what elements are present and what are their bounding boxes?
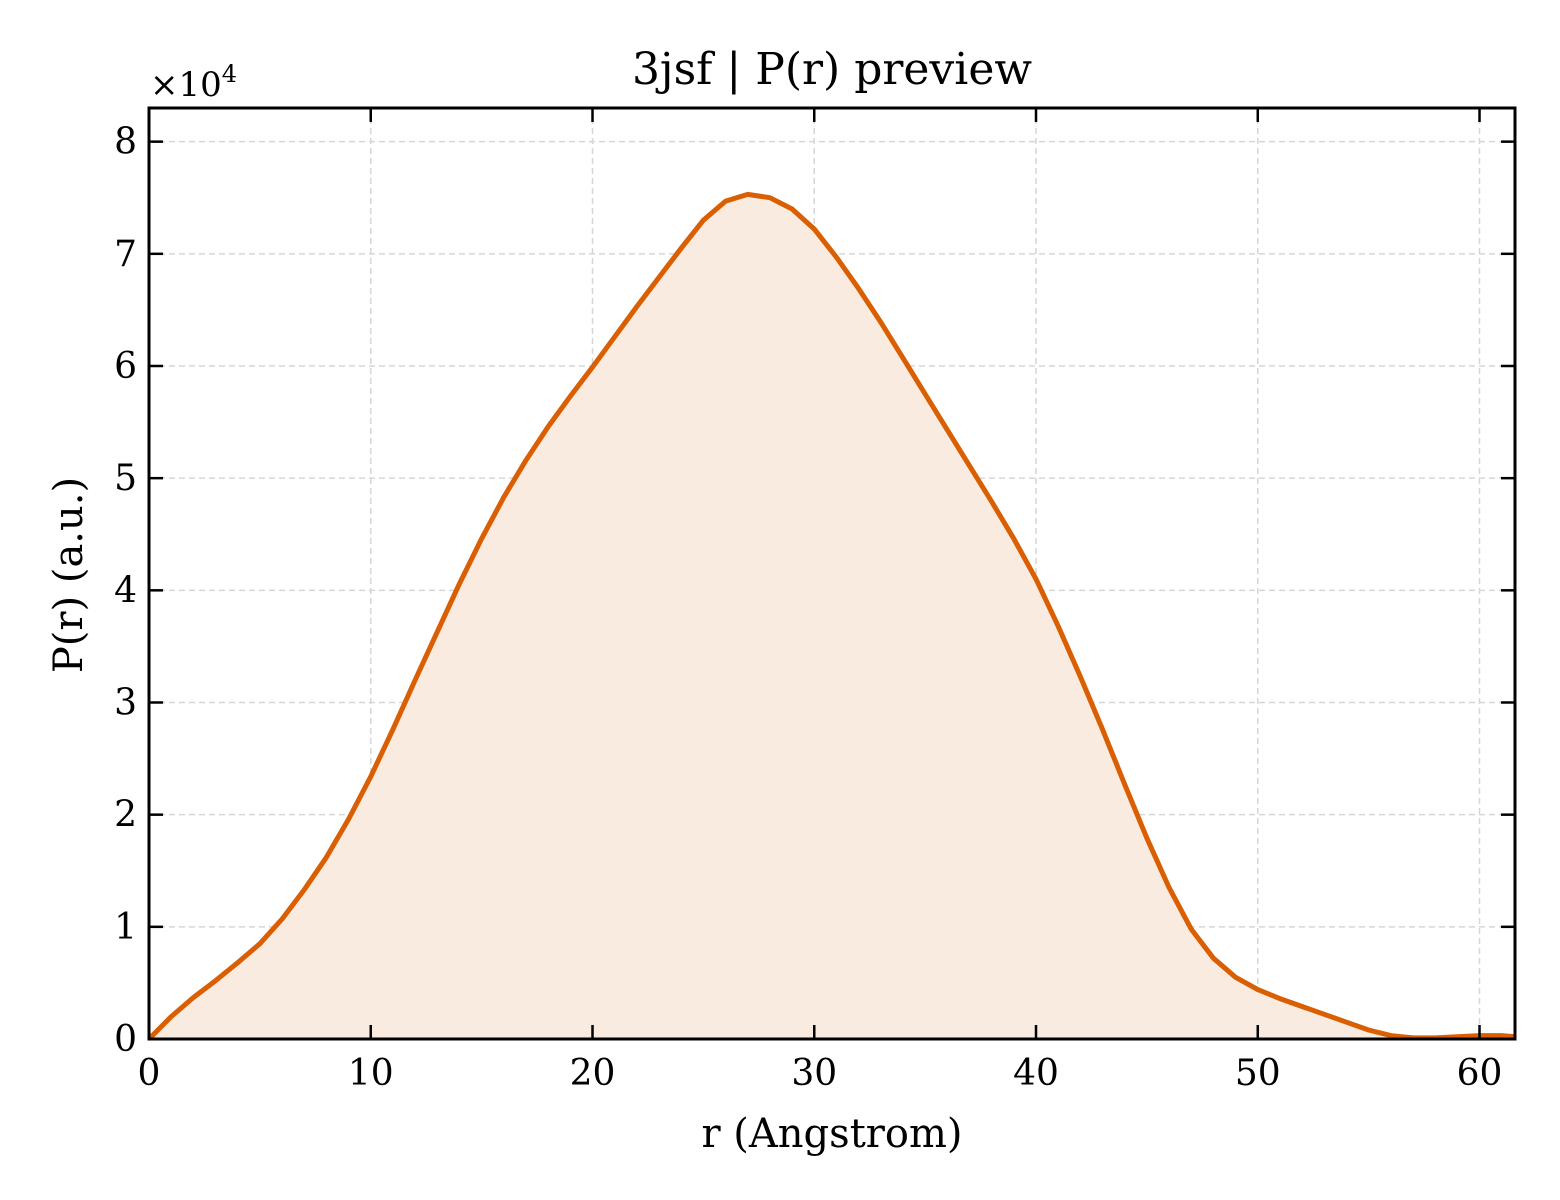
x-tick-label: 40 (1013, 1053, 1059, 1094)
x-tick-label: 60 (1457, 1053, 1503, 1094)
pr-series-line (147, 191, 1516, 1041)
y-multiplier-exponent: 4 (222, 60, 237, 88)
y-tick-label: 6 (114, 346, 137, 387)
y-tick-label: 5 (114, 458, 137, 499)
chart-title: 3jsf | P(r) preview (632, 44, 1032, 95)
y-axis-label: P(r) (a.u.) (46, 477, 92, 673)
y-multiplier-base: ×10 (150, 65, 222, 105)
plot-frame (147, 106, 1517, 1041)
x-tick-label: 10 (348, 1053, 394, 1094)
y-tick-label: 7 (114, 234, 137, 275)
y-tick-label: 0 (114, 1019, 137, 1060)
y-tick-label: 1 (114, 907, 137, 948)
x-tick-label: 30 (791, 1053, 837, 1094)
y-tick-label: 4 (114, 570, 137, 611)
x-tick-label: 20 (570, 1053, 616, 1094)
x-tick-label: 50 (1235, 1053, 1281, 1094)
pr-area-fill (149, 194, 1515, 1039)
y-tick-label: 8 (114, 122, 137, 163)
axis-ticks: 0 10 20 30 40 50 60 0 1 2 3 4 5 6 7 8 (114, 108, 1515, 1094)
y-tick-label: 3 (114, 682, 137, 723)
y-tick-label: 2 (114, 795, 137, 836)
x-tick-label: 0 (138, 1053, 161, 1094)
x-axis-label: r (Angstrom) (701, 1111, 962, 1157)
y-axis-multiplier: ×104 (150, 60, 237, 105)
